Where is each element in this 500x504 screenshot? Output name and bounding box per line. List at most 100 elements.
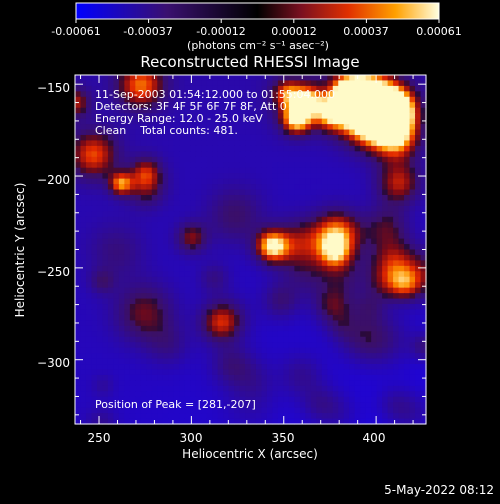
heatmap-cell	[316, 336, 323, 343]
heatmap-cell	[113, 151, 120, 158]
heatmap-cell	[398, 320, 405, 327]
heatmap-cell	[393, 309, 400, 316]
heatmap-cell	[91, 369, 98, 376]
heatmap-cell	[415, 282, 422, 289]
heatmap-cell	[107, 304, 114, 311]
heatmap-cell	[382, 249, 389, 256]
heatmap-cell	[157, 353, 164, 360]
heatmap-cell	[299, 347, 306, 354]
heatmap-cell	[376, 151, 383, 158]
heatmap-cell	[365, 75, 372, 82]
heatmap-cell	[321, 358, 328, 365]
heatmap-cell	[118, 331, 125, 338]
heatmap-cell	[107, 184, 114, 191]
heatmap-cell	[151, 205, 158, 212]
heatmap-cell	[239, 353, 246, 360]
heatmap-cell	[228, 124, 235, 131]
heatmap-cell	[96, 134, 104, 142]
heatmap-cell	[376, 298, 383, 305]
heatmap-cell	[102, 167, 109, 174]
heatmap-cell	[272, 413, 279, 420]
heatmap-cell	[179, 205, 186, 212]
heatmap-cell	[349, 145, 356, 152]
heatmap-cell	[277, 205, 284, 212]
heatmap-cell	[212, 314, 219, 321]
heatmap-cell	[316, 222, 323, 229]
heatmap-cell	[316, 320, 323, 327]
heatmap-cell	[272, 298, 279, 305]
heatmap-cell	[288, 342, 295, 349]
heatmap-cell	[371, 331, 378, 338]
heatmap-cell	[327, 260, 334, 267]
heatmap-cell	[398, 238, 405, 245]
heatmap-cell	[316, 358, 323, 365]
heatmap-cell	[239, 222, 246, 229]
heatmap-cell	[190, 129, 197, 136]
heatmap-cell	[157, 254, 164, 261]
heatmap-cell	[255, 205, 263, 212]
heatmap-cell	[349, 374, 356, 381]
heatmap-cell	[195, 140, 202, 147]
heatmap-cell	[420, 287, 427, 294]
heatmap-cell	[124, 222, 131, 229]
heatmap-cell	[398, 85, 405, 92]
heatmap-cell	[80, 194, 87, 202]
heatmap-cell	[151, 216, 158, 223]
heatmap-cell	[283, 347, 290, 354]
heatmap-cell	[217, 233, 224, 240]
heatmap-cell	[201, 249, 208, 256]
heatmap-cell	[234, 102, 241, 109]
heatmap-cell	[409, 238, 416, 245]
heatmap-cell	[327, 287, 334, 294]
heatmap-cell	[212, 129, 219, 136]
heatmap-cell	[354, 314, 361, 321]
heatmap-cell	[382, 391, 389, 398]
heatmap-cell	[245, 244, 252, 251]
heatmap-cell	[179, 80, 186, 87]
heatmap-cell	[80, 385, 87, 392]
heatmap-cell	[338, 134, 345, 142]
heatmap-cell	[162, 271, 169, 278]
heatmap-cell	[239, 320, 246, 327]
heatmap-cell	[129, 173, 136, 180]
heatmap-cell	[343, 364, 350, 371]
heatmap-cell	[404, 162, 411, 169]
heatmap-cell	[310, 314, 317, 321]
heatmap-cell	[321, 293, 328, 300]
heatmap-cell	[305, 282, 312, 289]
heatmap-cell	[321, 298, 328, 305]
heatmap-cell	[217, 140, 224, 147]
heatmap-cell	[146, 96, 153, 103]
heatmap-cell	[151, 140, 158, 147]
heatmap-cell	[91, 309, 98, 316]
heatmap-cell	[75, 314, 82, 321]
heatmap-cell	[173, 173, 180, 180]
heatmap-cell	[135, 265, 142, 272]
heatmap-cell	[184, 75, 191, 82]
heatmap-cell	[157, 205, 164, 212]
heatmap-cell	[206, 347, 213, 354]
heatmap-cell	[140, 358, 147, 365]
heatmap-cell	[415, 167, 422, 174]
heatmap-cell	[365, 282, 372, 289]
heatmap-cell	[102, 162, 109, 169]
heatmap-cell	[234, 418, 241, 425]
heatmap-cell	[398, 244, 405, 251]
heatmap-cell	[107, 298, 114, 305]
heatmap-cell	[85, 156, 93, 163]
y-tick-label: −200	[37, 173, 70, 187]
heatmap-cell	[239, 113, 246, 120]
heatmap-cell	[245, 298, 252, 305]
heatmap-cell	[420, 402, 427, 409]
heatmap-cell	[272, 189, 279, 196]
heatmap-cell	[393, 184, 400, 191]
heatmap-cell	[371, 200, 378, 207]
heatmap-cell	[387, 151, 394, 158]
heatmap-cell	[250, 402, 257, 409]
heatmap-cell	[206, 113, 213, 120]
heatmap-cell	[190, 342, 197, 349]
heatmap-cell	[184, 140, 191, 147]
heatmap-cell	[365, 167, 372, 174]
heatmap-cell	[255, 254, 263, 261]
heatmap-cell	[173, 374, 180, 381]
